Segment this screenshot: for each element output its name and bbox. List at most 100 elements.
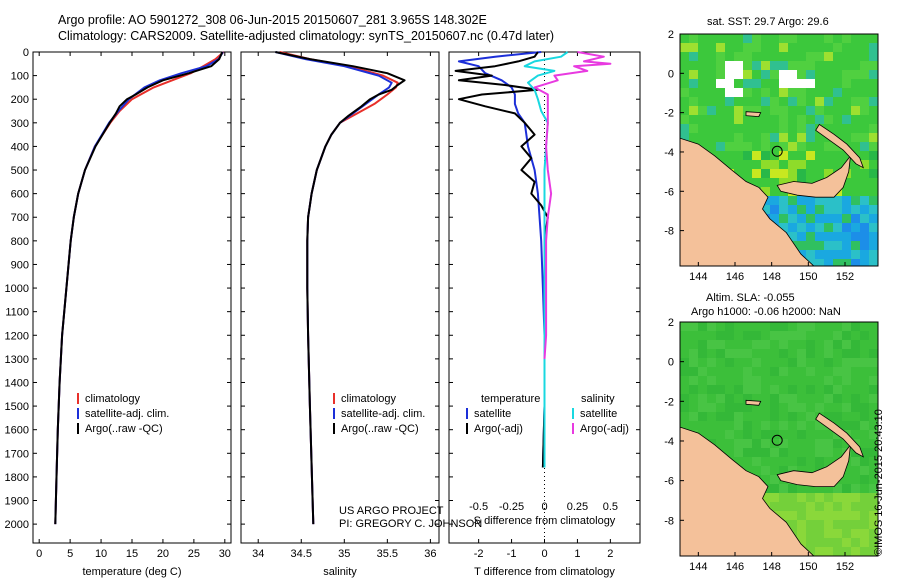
map-cell [806,250,815,259]
map-cell [779,511,788,520]
map-cell [680,412,689,421]
map-cell [761,367,770,376]
map-cell [779,160,788,169]
map-cell [842,196,851,205]
map-cell [869,340,878,349]
map-cell [716,61,725,70]
map-cell [815,529,824,538]
map-cell [698,421,707,430]
map-cell [806,484,815,493]
map-cell [824,403,833,412]
map-cell [734,439,743,448]
map-cell [806,241,815,250]
map-cell [797,115,806,124]
map-cell [788,367,797,376]
map-cell [815,394,824,403]
map-cell [806,52,815,61]
map-cell [716,394,725,403]
y-tick-label: 1800 [5,472,29,484]
map-cell [806,223,815,232]
map-cell [797,232,806,241]
map-cell [743,61,752,70]
map-cell [761,88,770,97]
map-cell [824,61,833,70]
map-cell [743,106,752,115]
map-cell [797,43,806,52]
map-cell [770,421,779,430]
map-cell [680,43,689,52]
map-cell [824,241,833,250]
map-cell [743,142,752,151]
map-cell [779,385,788,394]
legend-item-argo: Argo(..raw -QC) [333,421,425,436]
map-cell [833,250,842,259]
map-cell [842,178,851,187]
map-cell [779,430,788,439]
map-cell [725,52,734,61]
map-cell [707,340,716,349]
map-cell [842,79,851,88]
map-cell [806,61,815,70]
map-cell [779,133,788,142]
map-cell [833,214,842,223]
map-cell [680,34,689,43]
manus-island [745,111,762,118]
map-cell [725,133,734,142]
map-cell [770,196,779,205]
map-cell [860,196,869,205]
map-cell [725,394,734,403]
blue-swatch [77,408,79,419]
map-cell [734,61,743,70]
map-cell [815,331,824,340]
map-cell [788,448,797,457]
map-cell [752,394,761,403]
map-cell [779,223,788,232]
map-cell [752,79,761,88]
map-cell [752,106,761,115]
map-cell [761,115,770,124]
y-tick-label: 500 [11,165,29,177]
map-cell [860,529,869,538]
x-tick-label: 10 [95,548,107,560]
map-cell [833,232,842,241]
map-cell [806,349,815,358]
red-swatch [333,393,335,404]
map-cell [734,322,743,331]
map-cell [842,70,851,79]
map-cell [797,466,806,475]
map-cell [860,331,869,340]
map-cell [716,79,725,88]
map-cell [707,106,716,115]
map-cell [869,187,878,196]
map-cell [869,52,878,61]
map-cell [824,340,833,349]
map-cell [869,376,878,385]
map-cell [779,97,788,106]
map-cell [761,493,770,502]
map-cell [860,241,869,250]
map-cell [761,178,770,187]
map-cell [833,448,842,457]
map-cell [860,178,869,187]
map-cell [797,367,806,376]
map-cell [761,394,770,403]
map-cell [752,169,761,178]
map-cell [788,34,797,43]
map-cell [815,97,824,106]
map-cell [734,97,743,106]
map-cell [815,367,824,376]
map-cell [860,466,869,475]
map-cell [842,529,851,538]
map-cell [815,376,824,385]
map-cell [833,493,842,502]
map-cell [716,376,725,385]
map-cell [752,412,761,421]
map-cell [860,511,869,520]
map-cell [734,79,743,88]
map-cell [860,349,869,358]
y-tick-label: -4 [664,436,674,448]
x2-tick-label: 0.25 [567,501,588,513]
map-cell [761,52,770,61]
map-cell [680,349,689,358]
map-cell [797,214,806,223]
